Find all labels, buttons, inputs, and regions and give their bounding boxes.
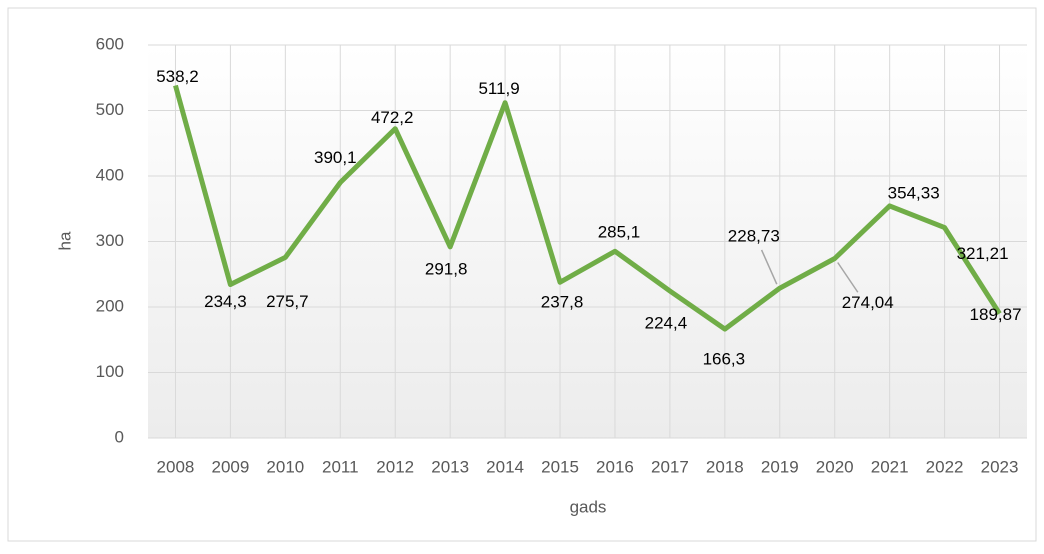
leader-line xyxy=(837,262,859,293)
x-tick-label: 2011 xyxy=(322,457,359,476)
y-tick-label: 600 xyxy=(96,34,124,53)
x-tick-label: 2017 xyxy=(651,457,689,476)
data-label: 228,73 xyxy=(728,227,780,246)
data-label: 274,04 xyxy=(842,293,894,312)
x-tick-label: 2014 xyxy=(486,457,524,476)
x-tick-label: 2009 xyxy=(211,457,249,476)
x-tick-label: 2015 xyxy=(541,457,579,476)
data-label: 538,2 xyxy=(156,67,199,86)
y-axis-title: ha xyxy=(55,231,74,250)
data-label: 234,3 xyxy=(204,292,247,311)
data-label: 511,9 xyxy=(478,79,519,98)
y-tick-label: 200 xyxy=(96,296,124,315)
x-tick-label: 2019 xyxy=(761,457,799,476)
x-tick-label: 2012 xyxy=(376,457,414,476)
x-tick-label: 2022 xyxy=(926,457,964,476)
x-tick-label: 2021 xyxy=(871,457,909,476)
data-label: 189,87 xyxy=(970,305,1022,324)
y-tick-label: 500 xyxy=(96,100,124,119)
data-label: 354,33 xyxy=(888,183,940,202)
x-axis-title: gads xyxy=(570,497,607,516)
x-tick-label: 2023 xyxy=(981,457,1019,476)
data-label: 224,4 xyxy=(645,314,688,333)
data-label: 291,8 xyxy=(425,259,468,278)
x-tick-label: 2010 xyxy=(266,457,304,476)
x-tick-label: 2008 xyxy=(157,457,195,476)
y-tick-label: 400 xyxy=(96,165,124,184)
y-tick-label: 0 xyxy=(115,427,124,446)
data-label: 237,8 xyxy=(541,293,584,312)
data-label: 285,1 xyxy=(598,223,641,242)
data-label: 390,1 xyxy=(314,148,357,167)
x-tick-label: 2013 xyxy=(431,457,469,476)
x-tick-label: 2016 xyxy=(596,457,634,476)
data-label: 321,21 xyxy=(957,244,1009,263)
x-tick-label: 2020 xyxy=(816,457,854,476)
data-label: 166,3 xyxy=(703,350,746,369)
y-tick-label: 300 xyxy=(96,231,124,250)
data-label: 275,7 xyxy=(266,292,309,311)
x-tick-label: 2018 xyxy=(706,457,744,476)
y-tick-label: 100 xyxy=(96,362,124,381)
leader-line xyxy=(760,249,778,285)
line-series xyxy=(173,84,1002,332)
data-label: 472,2 xyxy=(371,108,414,127)
